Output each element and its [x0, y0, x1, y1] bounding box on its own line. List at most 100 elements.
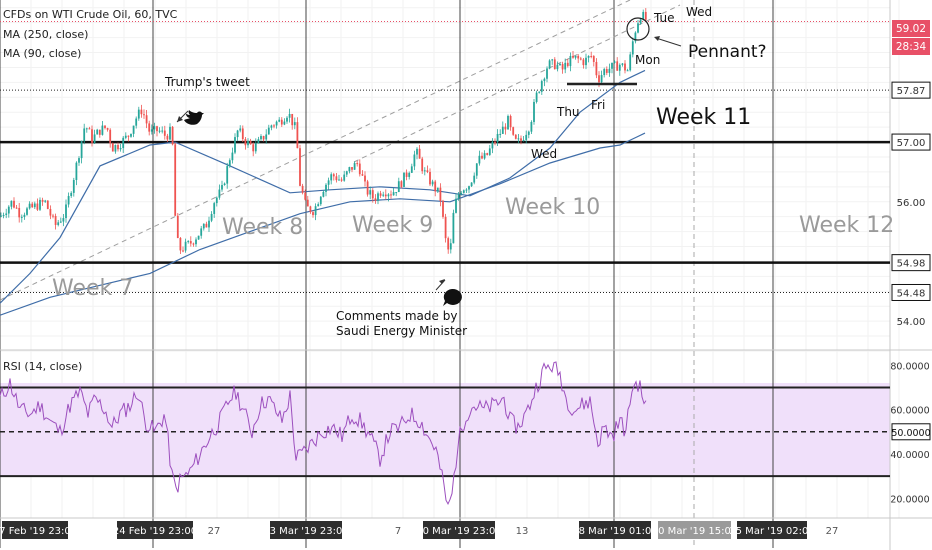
candle-body [283, 121, 286, 125]
candle-body [387, 194, 390, 197]
candle-body [304, 192, 307, 200]
candle-body [67, 195, 70, 205]
candle-body [371, 190, 374, 199]
candle-body [377, 193, 379, 201]
candle-body [491, 141, 494, 149]
candle-body [540, 81, 543, 92]
candle-body [624, 63, 626, 71]
candle-body [208, 220, 210, 228]
week-10-label: Week 10 [505, 195, 600, 220]
candle-body [559, 63, 561, 66]
comments-label-line1: Comments made by [336, 309, 457, 323]
candle-body [488, 148, 491, 155]
candle-body [561, 63, 564, 70]
candle-body [421, 158, 424, 172]
candle-body [587, 55, 590, 58]
candle-body [49, 208, 52, 216]
time-label: 18 Mar '19 01:00 [572, 526, 657, 537]
time-label-badge [579, 521, 651, 539]
candle-body [288, 113, 291, 118]
candle-body [335, 176, 338, 181]
candle-body [205, 223, 208, 228]
candle-body [501, 126, 504, 134]
candle-body [348, 167, 351, 172]
price-level-badge [891, 133, 931, 151]
candle-body [215, 197, 218, 204]
candle-body [57, 222, 60, 225]
time-label: 03 Mar '19 23:00 [263, 526, 348, 537]
candle-body [405, 172, 408, 177]
candle-body [156, 126, 158, 132]
candle-body [231, 152, 234, 161]
candle-body [361, 174, 364, 176]
candle-body [197, 235, 200, 240]
candle-body [262, 136, 265, 140]
price-tick-label: 54.98 [897, 259, 926, 270]
bird-icon [184, 110, 204, 125]
candle-body [494, 141, 496, 143]
candle-body [486, 153, 489, 155]
candle-body [343, 174, 346, 181]
candle-body [613, 61, 616, 63]
candle-body [460, 192, 463, 195]
candle-body [98, 129, 101, 135]
candle-body [457, 194, 460, 199]
candle-body [273, 125, 275, 127]
candle-body [644, 11, 647, 20]
candle-body [364, 175, 366, 182]
candle-body [234, 137, 236, 153]
candle-body [530, 121, 533, 132]
candle-body [28, 203, 31, 209]
candle-body [384, 194, 387, 197]
candle-body [106, 128, 109, 130]
candle-body [418, 148, 421, 159]
candle-body [608, 68, 611, 73]
time-label: 27 [826, 526, 839, 537]
candle-body [18, 207, 21, 218]
candle-body [88, 128, 91, 130]
candle-body [59, 221, 62, 223]
candle-body [611, 62, 613, 69]
candle-body [434, 181, 437, 192]
candle-body [15, 207, 18, 209]
candle-body [41, 199, 44, 202]
candle-body [5, 213, 8, 215]
day-label-wed-2: Wed [686, 5, 712, 19]
candle-body [423, 170, 426, 172]
candle-body [241, 128, 244, 140]
day-label-thu: Thu [556, 105, 580, 119]
candle-body [20, 216, 23, 218]
candle-body [585, 57, 587, 66]
candle-body [439, 187, 442, 201]
rsi-tick-label: 60.0000 [890, 406, 929, 417]
candle-body [39, 199, 41, 210]
candle-body [616, 61, 619, 71]
candle-body [413, 154, 416, 167]
candle-body [260, 136, 262, 140]
candle-body [2, 214, 5, 216]
candle-body [527, 131, 530, 135]
candle-body [455, 198, 457, 213]
candle-body [228, 160, 231, 167]
candle-body [473, 175, 476, 183]
candle-body [187, 241, 190, 243]
candle-body [153, 126, 156, 130]
candle-body [520, 138, 522, 141]
time-label-badge [117, 521, 193, 539]
candle-body [247, 140, 249, 146]
candle-body [296, 122, 299, 149]
candle-body [148, 123, 151, 132]
candle-body [33, 203, 36, 208]
candle-body [239, 128, 242, 131]
candle-body [590, 55, 593, 57]
rsi-legend: RSI (14, close) [3, 360, 82, 373]
candle-body [221, 185, 223, 190]
week-9-label: Week 9 [352, 213, 433, 238]
candle-body [140, 109, 143, 115]
candle-body [410, 166, 413, 173]
candle-body [572, 55, 574, 58]
candle-body [579, 58, 582, 60]
candle-body [267, 127, 270, 135]
trend-channel-upper [353, 4, 681, 163]
candle-body [577, 55, 580, 59]
